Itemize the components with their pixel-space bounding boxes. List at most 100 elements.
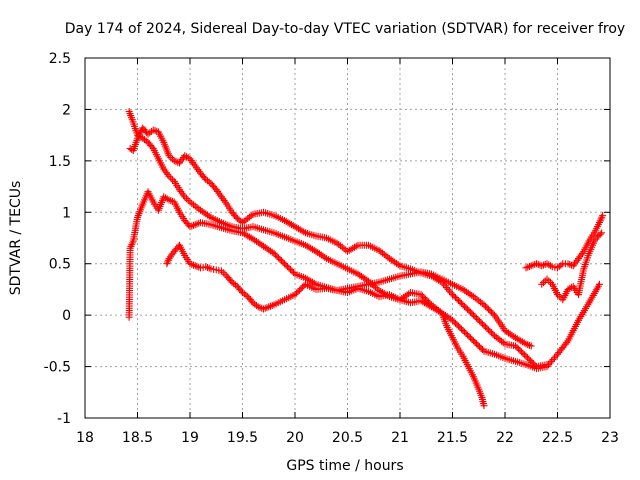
data-point	[456, 324, 464, 332]
data-point	[232, 213, 240, 221]
data-point	[164, 258, 172, 266]
data-point	[458, 299, 465, 307]
data-point	[547, 279, 554, 287]
x-tick-label: 20.5	[332, 430, 363, 446]
data-point	[190, 261, 197, 269]
data-point	[527, 357, 534, 365]
data-point	[297, 285, 305, 293]
data-point	[227, 277, 235, 285]
data-point	[247, 212, 255, 220]
data-point	[452, 319, 459, 327]
data-point	[181, 193, 189, 201]
data-point	[563, 339, 571, 347]
data-point	[285, 264, 293, 272]
data-point	[204, 263, 211, 271]
data-point	[461, 302, 468, 310]
data-point	[148, 143, 156, 151]
data-point	[260, 305, 267, 313]
data-point	[464, 305, 471, 313]
data-point	[525, 355, 533, 363]
data-point	[165, 172, 173, 180]
data-point	[248, 297, 256, 305]
data-point	[512, 342, 519, 350]
data-point	[142, 137, 150, 145]
data-point	[465, 332, 473, 340]
data-point	[169, 176, 176, 184]
data-point	[278, 257, 285, 265]
data-point	[515, 345, 522, 353]
data-point	[237, 287, 245, 295]
data-point	[299, 283, 306, 291]
data-point	[232, 281, 239, 289]
data-point	[521, 351, 528, 359]
data-point	[455, 322, 462, 330]
data-point	[202, 263, 210, 271]
data-point	[461, 328, 468, 336]
data-point	[452, 294, 459, 302]
series-track-4	[163, 241, 488, 410]
data-point	[272, 251, 279, 259]
data-point	[190, 221, 197, 229]
data-point	[599, 211, 607, 219]
y-tick-label: 0.5	[49, 257, 71, 273]
series-track-5	[522, 211, 607, 272]
data-point	[417, 291, 425, 299]
x-tick-label: 18	[76, 430, 94, 446]
data-point	[554, 291, 561, 299]
data-point	[446, 287, 453, 295]
data-point	[191, 221, 199, 229]
data-point	[170, 157, 178, 165]
data-point	[471, 338, 479, 346]
y-tick-label: 1.5	[49, 154, 71, 170]
x-tick-label: 22	[496, 430, 514, 446]
chart-title: Day 174 of 2024, Sidereal Day-to-day VTE…	[65, 21, 625, 37]
data-point	[485, 305, 492, 313]
data-marks	[125, 107, 607, 410]
y-tick-label: -1	[57, 411, 71, 427]
data-point	[557, 261, 565, 269]
data-point	[547, 262, 554, 270]
x-tick-label: 23	[601, 430, 619, 446]
data-point	[476, 343, 483, 351]
grid	[85, 58, 610, 418]
y-tick-label: 2.5	[49, 51, 71, 67]
data-point	[468, 335, 476, 343]
data-point	[513, 343, 521, 351]
data-point	[279, 258, 287, 266]
data-point	[524, 263, 532, 271]
data-point	[372, 283, 379, 291]
data-point	[480, 402, 488, 410]
data-point	[480, 321, 488, 329]
data-point	[476, 317, 483, 325]
data-point	[459, 301, 467, 309]
data-point	[352, 242, 360, 250]
data-point	[149, 126, 157, 134]
data-point	[524, 341, 532, 349]
data-point	[441, 282, 449, 290]
x-axis-title: GPS time / hours	[286, 458, 403, 474]
axis-ticks: 18 18.5 19 19.5 20 20.5 21 21.5 22 22.5 23-1-0.500…	[44, 51, 619, 446]
data-point	[282, 261, 290, 269]
data-point	[167, 197, 175, 205]
y-tick-label: 1	[62, 205, 71, 221]
data-point	[188, 260, 196, 268]
x-tick-label: 21.5	[437, 430, 468, 446]
data-point	[482, 323, 489, 331]
data-point	[471, 313, 479, 321]
data-point	[474, 341, 482, 349]
data-point	[546, 359, 554, 367]
series-track-6	[538, 229, 606, 304]
data-point	[499, 339, 507, 347]
data-point	[596, 280, 603, 288]
data-point	[449, 316, 456, 324]
data-point	[288, 267, 296, 275]
data-point	[473, 340, 480, 348]
data-point	[534, 260, 542, 268]
data-point	[598, 229, 606, 237]
data-point	[468, 310, 476, 318]
data-point	[477, 344, 485, 352]
data-point	[467, 334, 474, 342]
data-point	[221, 270, 229, 278]
data-point	[549, 356, 557, 364]
data-point	[474, 316, 482, 324]
